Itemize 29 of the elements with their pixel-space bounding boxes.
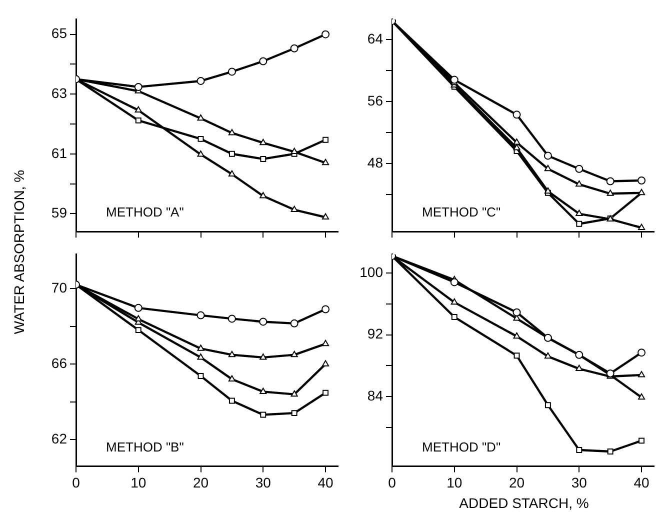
- y-tick-label: 63: [51, 84, 68, 101]
- x-tick-label: 0: [72, 474, 80, 490]
- y-tick-label: 92: [367, 326, 384, 342]
- annotation: METHOD "C": [422, 204, 501, 220]
- x-tick-label: 10: [446, 474, 462, 490]
- x-tick-label: 10: [130, 474, 146, 490]
- x-tick-label: 20: [192, 474, 209, 490]
- x-tick-label: 30: [255, 474, 272, 490]
- x-tick-label: 0: [388, 474, 396, 490]
- annotation: METHOD "A": [106, 204, 184, 220]
- y-tick-label: 62: [51, 430, 68, 447]
- x-tick-label: 30: [571, 474, 588, 490]
- y-tick-label: 70: [51, 279, 68, 296]
- y-tick-label: 59: [51, 204, 68, 221]
- x-axis-title: ADDED STARCH, %: [458, 495, 590, 511]
- y-tick-label: 48: [367, 154, 384, 170]
- y-tick-label: 100: [360, 264, 384, 280]
- y-tick-label: 65: [51, 25, 68, 42]
- y-tick-label: 64: [367, 30, 384, 46]
- y-tick-label: 56: [367, 92, 384, 108]
- y-tick-label: 84: [367, 387, 384, 404]
- x-tick-label: 40: [318, 474, 334, 490]
- annotation: METHOD "B": [106, 439, 184, 454]
- annotation: METHOD "D": [422, 439, 501, 454]
- y-axis-title: WATER ABSORPTION, %: [11, 169, 27, 334]
- x-tick-label: 20: [508, 474, 525, 490]
- x-tick-label: 40: [634, 474, 650, 490]
- y-tick-label: 61: [51, 144, 68, 161]
- y-tick-label: 66: [51, 354, 68, 371]
